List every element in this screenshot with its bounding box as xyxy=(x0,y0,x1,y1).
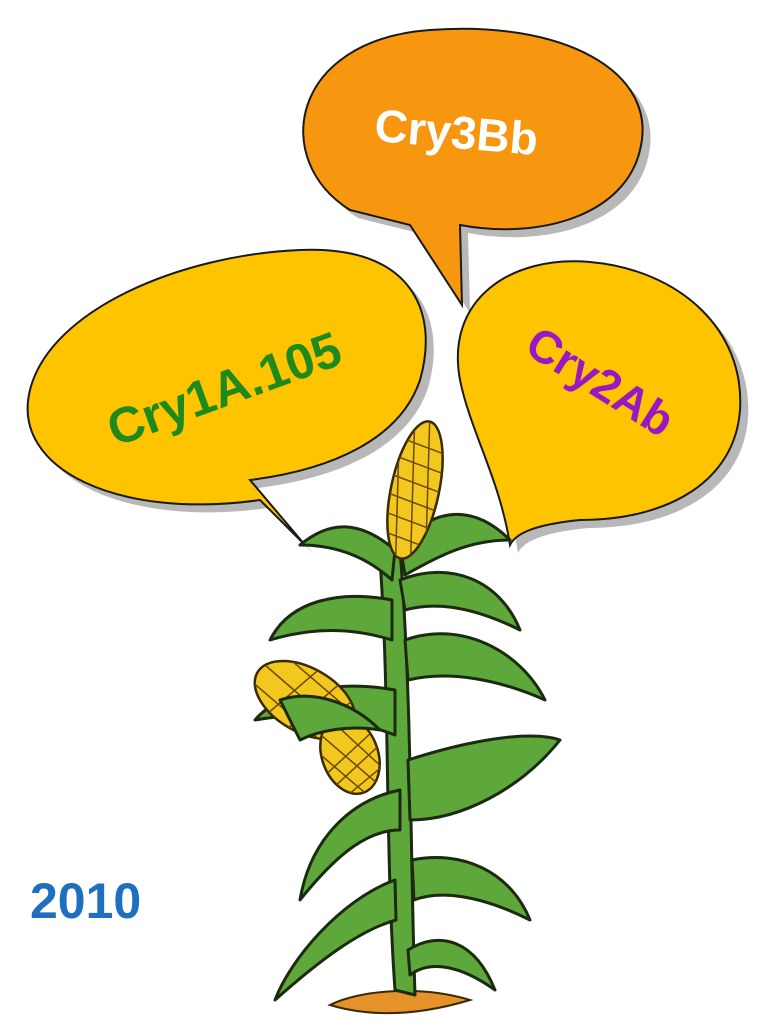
bubble-cry2ab: Cry2Ab xyxy=(456,260,749,553)
bubble-cry1a105: Cry1A.105 xyxy=(26,248,434,553)
year-label: 2010 xyxy=(30,873,141,929)
bubble-cry3bb: Cry3Bb xyxy=(302,27,651,314)
corn-ear xyxy=(314,709,390,803)
corn-plant xyxy=(249,416,562,1015)
corn-ear xyxy=(379,416,454,564)
